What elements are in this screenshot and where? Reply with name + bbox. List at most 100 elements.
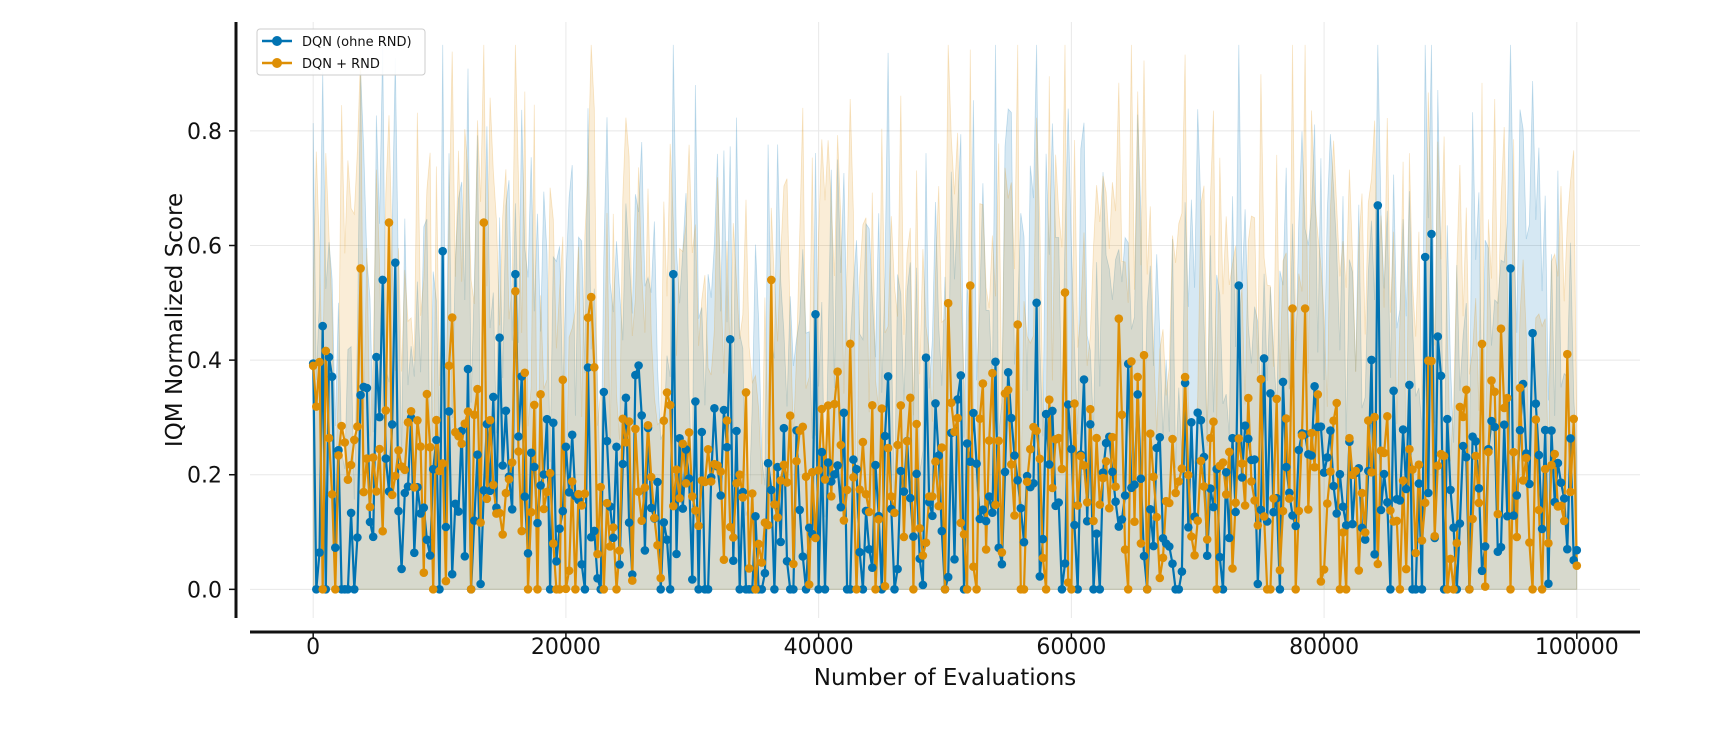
data-point <box>1187 418 1196 427</box>
data-point <box>1092 433 1101 443</box>
data-point <box>1111 497 1120 507</box>
data-point <box>672 465 681 475</box>
data-point <box>880 431 890 441</box>
data-point <box>362 454 372 463</box>
data-point <box>1184 523 1193 532</box>
data-point <box>694 521 703 531</box>
data-point <box>1269 507 1278 517</box>
data-point <box>1433 461 1443 471</box>
data-point <box>571 585 580 594</box>
data-point <box>1401 564 1411 574</box>
data-point <box>1032 426 1041 436</box>
data-point <box>501 488 511 498</box>
data-point <box>318 321 328 331</box>
data-point <box>384 218 394 227</box>
data-point <box>1379 469 1389 479</box>
data-point <box>953 413 962 423</box>
data-point <box>827 492 836 501</box>
data-point <box>662 535 672 544</box>
data-point <box>321 346 331 356</box>
data-point <box>1139 350 1149 360</box>
data-point <box>368 453 378 462</box>
data-point <box>1114 522 1124 531</box>
data-point <box>517 526 526 536</box>
data-point <box>688 492 697 501</box>
data-point <box>1386 585 1395 594</box>
data-point <box>1117 410 1127 420</box>
data-point <box>1177 567 1187 576</box>
data-point <box>817 404 827 414</box>
data-point <box>640 483 650 492</box>
data-point <box>346 460 356 470</box>
data-point <box>536 481 545 490</box>
data-point <box>1436 371 1446 381</box>
data-point <box>833 367 842 377</box>
data-point <box>637 516 646 525</box>
data-point <box>533 518 542 528</box>
data-point <box>1060 288 1070 297</box>
data-point <box>1165 542 1174 551</box>
data-point <box>523 549 533 558</box>
data-point <box>1187 532 1196 541</box>
data-point <box>640 546 650 555</box>
data-point <box>1477 566 1487 576</box>
data-point <box>959 530 969 539</box>
data-point <box>558 375 568 385</box>
data-point <box>416 442 425 451</box>
data-point <box>590 526 599 536</box>
data-point <box>1221 468 1231 477</box>
data-point <box>1313 390 1323 399</box>
data-point <box>1193 408 1202 418</box>
data-point <box>1458 441 1468 451</box>
data-point <box>716 491 725 500</box>
data-point <box>1515 425 1525 435</box>
data-point <box>1490 422 1499 432</box>
data-point <box>893 564 902 574</box>
x-tick-label: 100000 <box>1535 635 1619 660</box>
data-point <box>1038 534 1048 544</box>
data-point <box>858 437 868 447</box>
data-point <box>1142 585 1152 594</box>
data-point <box>507 458 517 467</box>
data-point <box>1525 479 1534 489</box>
data-point <box>1307 451 1316 460</box>
data-point <box>1338 502 1348 512</box>
data-point <box>1234 434 1244 443</box>
data-point <box>460 552 470 561</box>
data-point <box>1370 412 1379 422</box>
data-point <box>1556 478 1566 488</box>
data-point <box>1449 523 1458 532</box>
data-point <box>906 393 915 403</box>
data-point <box>868 563 877 572</box>
data-point <box>1537 524 1547 534</box>
data-point <box>1237 459 1247 468</box>
data-point <box>1225 447 1234 457</box>
data-point <box>969 562 978 571</box>
data-point <box>836 440 846 450</box>
data-point <box>308 361 318 371</box>
data-point <box>1240 421 1250 431</box>
data-point <box>1073 585 1082 594</box>
data-point <box>782 478 792 487</box>
data-point <box>1130 480 1139 490</box>
data-point <box>931 399 940 408</box>
data-point <box>441 522 451 532</box>
data-point <box>1455 519 1465 528</box>
data-point <box>937 443 947 452</box>
data-point <box>1165 498 1174 508</box>
data-point <box>1443 414 1452 424</box>
data-point <box>656 585 665 594</box>
data-point <box>489 392 498 402</box>
data-point <box>669 269 678 279</box>
data-point <box>454 507 463 516</box>
data-point <box>466 585 476 594</box>
data-point <box>694 585 703 594</box>
data-point <box>1120 545 1130 554</box>
y-tick-label: 0.4 <box>187 349 222 374</box>
data-point <box>909 532 918 541</box>
data-point <box>672 549 681 559</box>
data-point <box>1458 412 1468 422</box>
data-point <box>526 448 536 458</box>
data-point <box>1152 512 1161 522</box>
data-point <box>855 485 864 494</box>
